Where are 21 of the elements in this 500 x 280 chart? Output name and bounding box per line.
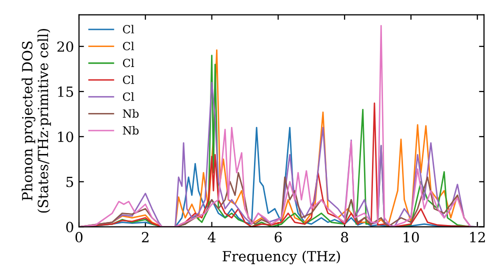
- legend-label: Cl: [122, 58, 134, 68]
- x-tick-label: 6: [274, 232, 282, 242]
- legend-label: Nb: [122, 109, 139, 118]
- y-tick-label: 15: [58, 86, 74, 97]
- legend-label: Nb: [122, 126, 139, 135]
- y-axis-title: Phonon projected DOS (States/THz·primitive cell): [22, 28, 51, 213]
- x-tick-label: 10: [404, 232, 419, 242]
- y-tick-label: 5: [66, 176, 74, 188]
- x-tick-label: 2: [142, 232, 148, 242]
- x-axis-title: Frequency (THz): [222, 250, 340, 264]
- legend-label: Cl: [122, 42, 134, 50]
- y-tick-label: 10: [58, 132, 74, 142]
- legend-label: Cl: [122, 24, 134, 34]
- x-tick-label: 0: [75, 232, 82, 242]
- x-tick-label: 12: [470, 232, 485, 242]
- y-tick-label: 20: [57, 41, 74, 52]
- x-tick-label: 8: [341, 232, 348, 242]
- legend-label: Cl: [122, 75, 134, 84]
- y-tick-label: 0: [66, 222, 74, 232]
- legend-label: Cl: [122, 92, 134, 101]
- x-tick-label: 4: [208, 232, 216, 242]
